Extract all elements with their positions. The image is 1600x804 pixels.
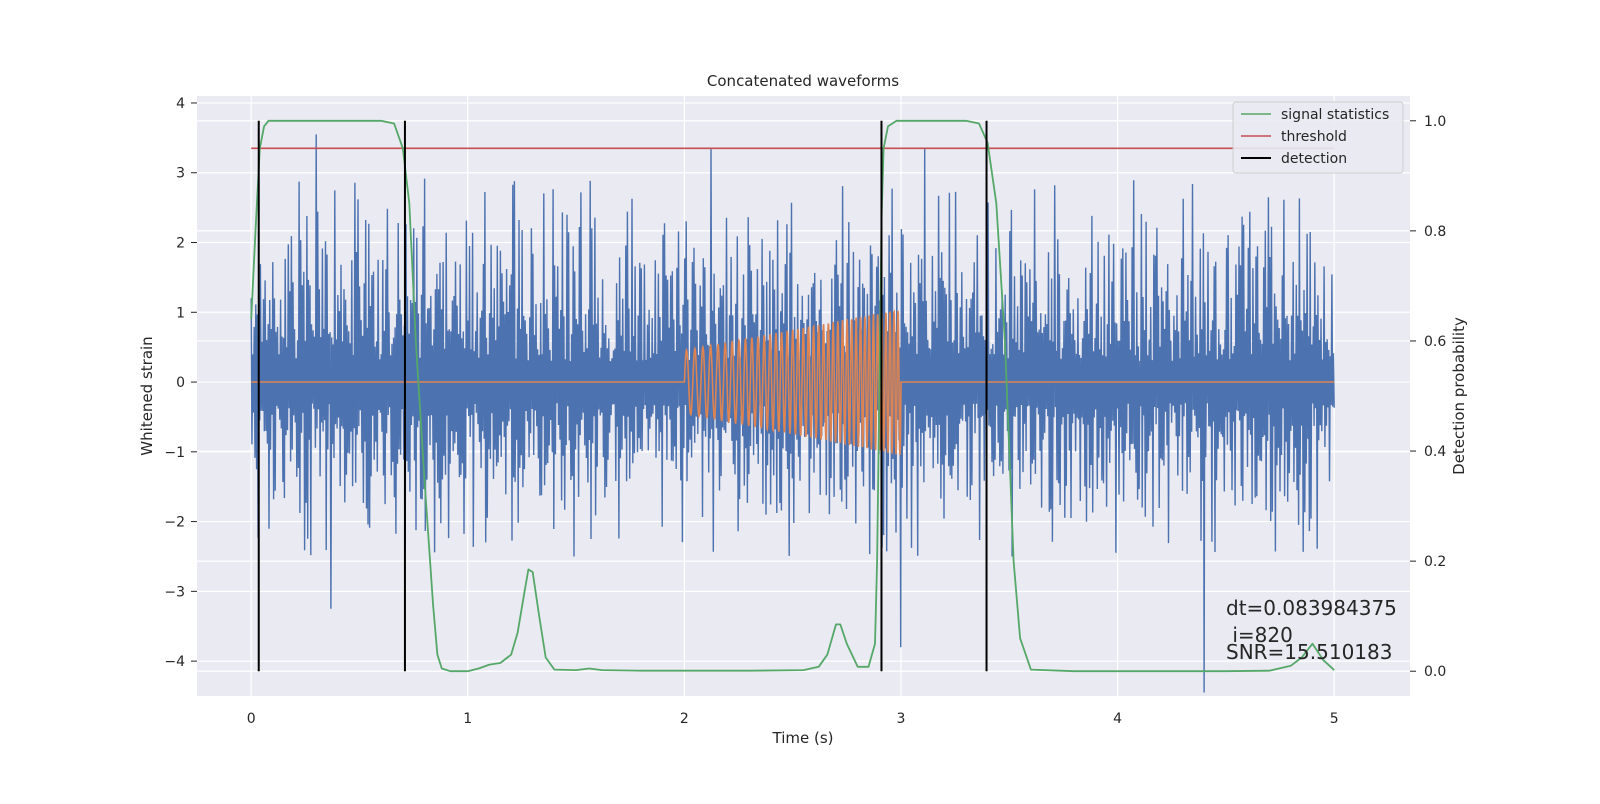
y-tick-label: 0 [176, 375, 185, 391]
y-tick-label: −4 [164, 654, 185, 670]
y2-tick-label: 0.8 [1424, 224, 1446, 240]
template-series-line [251, 309, 1335, 455]
x-ticks: 0 1 2 3 4 5 [247, 711, 1339, 727]
x-axis-label: Time (s) [772, 729, 834, 747]
y-tick-label: −1 [164, 445, 185, 461]
left-y-ticks: 4 3 2 1 0 −1 −2 −3 −4 [164, 96, 197, 670]
legend-label-threshold: threshold [1281, 129, 1347, 145]
y2-tick-label: 0.4 [1424, 444, 1446, 460]
y-tick-label: −3 [164, 584, 185, 600]
x-tick-label: 3 [897, 711, 906, 727]
y-tick-label: 4 [176, 96, 185, 112]
annotation-snr: SNR=15.510183 [1226, 640, 1392, 664]
y2-tick-label: 0.0 [1424, 664, 1446, 680]
x-tick-label: 1 [463, 711, 472, 727]
x-tick-label: 5 [1330, 711, 1339, 727]
y-axis-label: Whitened strain [138, 336, 156, 455]
y2-tick-label: 0.6 [1424, 334, 1446, 350]
annotation-index: i=820 [1226, 623, 1293, 647]
signal-statistics-line [250, 119, 1335, 673]
x-tick-label: 0 [247, 711, 256, 727]
legend-label-signal: signal statistics [1281, 107, 1389, 123]
chart-title: Concatenated waveforms [707, 72, 899, 90]
y-tick-label: 3 [176, 166, 185, 182]
y-tick-label: 1 [176, 305, 185, 321]
y-tick-label: 2 [176, 236, 185, 252]
y-tick-label: −2 [164, 515, 185, 531]
annotation-dt: dt=0.083984375 [1226, 596, 1397, 620]
data-layer [250, 119, 1335, 693]
y2-tick-label: 0.2 [1424, 554, 1446, 570]
strain-series-line [250, 134, 1335, 693]
legend-label-detection: detection [1281, 151, 1347, 167]
right-y-ticks: 1.0 0.8 0.6 0.4 0.2 0.0 [1410, 114, 1446, 680]
legend-box [1232, 101, 1404, 174]
y2-axis-label: Detection probability [1450, 317, 1468, 475]
legend: signal statistics threshold detection [1232, 101, 1404, 174]
y2-tick-label: 1.0 [1424, 114, 1446, 130]
x-tick-label: 4 [1113, 711, 1122, 727]
x-tick-label: 2 [680, 711, 689, 727]
